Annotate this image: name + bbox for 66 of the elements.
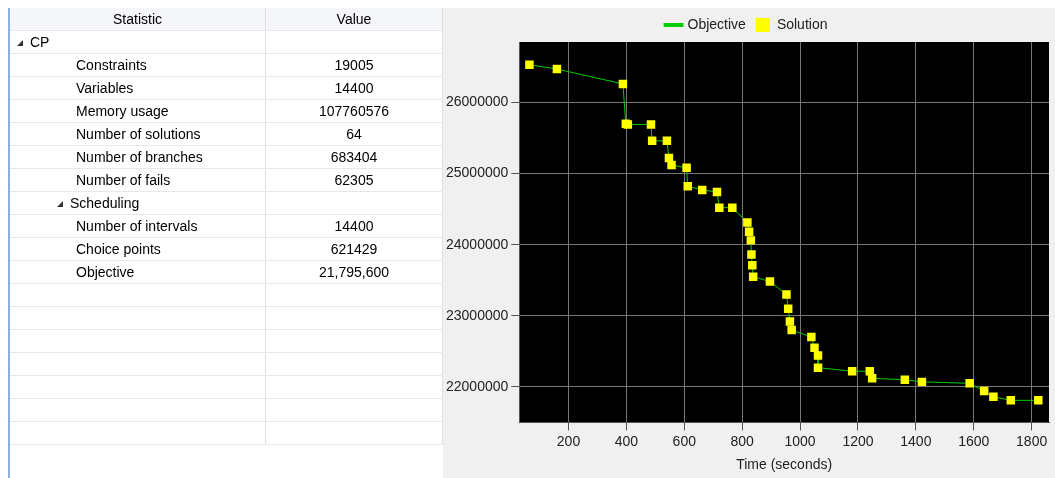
point	[525, 60, 534, 69]
x-tick-label: 1600	[958, 432, 990, 449]
text: 621429	[330, 241, 378, 257]
text: 14400	[334, 218, 374, 234]
category-label: Number of solutions	[76, 126, 201, 142]
text: 107760576	[318, 103, 390, 119]
category-label: Variables	[76, 80, 134, 96]
category-label: Choice points	[76, 241, 161, 257]
point	[1034, 396, 1043, 405]
x-tick-label: 800	[730, 432, 755, 449]
point	[782, 290, 791, 299]
text: 62305	[334, 172, 374, 188]
x-tick-label: 1000	[784, 432, 816, 449]
point	[1006, 396, 1016, 405]
x-tick-label: 1200	[842, 432, 874, 449]
point	[867, 374, 877, 383]
point	[787, 325, 796, 335]
point	[900, 375, 910, 384]
point	[810, 343, 819, 352]
point	[989, 392, 998, 402]
text: 19005	[334, 57, 374, 73]
x-tick-label: 400	[614, 432, 639, 449]
category-label: CP	[30, 34, 50, 50]
point	[748, 272, 758, 281]
x-axis-title: Time (seconds)	[736, 456, 833, 473]
text: Statistic	[10, 8, 266, 31]
point	[667, 160, 676, 170]
point	[765, 277, 775, 286]
category-label: Number of intervals	[76, 218, 198, 234]
point	[683, 182, 692, 191]
point	[748, 261, 757, 270]
y-tick-label: 26000000	[445, 93, 509, 110]
point	[728, 203, 737, 212]
x-tick-label: 1400	[900, 432, 932, 449]
text: 64	[346, 126, 362, 142]
point	[743, 218, 752, 227]
point	[682, 163, 691, 173]
category-label: Scheduling	[70, 195, 140, 211]
category-label: Memory usage	[76, 103, 169, 119]
text: 14400	[334, 80, 374, 96]
legend-label: Solution	[776, 15, 828, 32]
point	[965, 379, 974, 388]
y-tick-label: 23000000	[445, 306, 509, 323]
y-tick-label: 24000000	[445, 235, 509, 252]
legend-label: Objective	[687, 15, 747, 32]
point	[813, 363, 823, 372]
text: 21,795,600	[318, 264, 390, 280]
point	[715, 203, 724, 212]
x-tick-label: 200	[556, 432, 581, 449]
point	[746, 236, 756, 245]
x-tick-label: 1800	[1016, 432, 1048, 449]
point	[813, 351, 823, 360]
point	[807, 332, 816, 342]
category-label: Objective	[76, 264, 135, 280]
y-tick-label: 25000000	[445, 164, 509, 181]
point	[785, 317, 795, 326]
category-label: Number of branches	[76, 149, 203, 165]
point	[747, 250, 756, 259]
text: Value	[265, 8, 443, 31]
category-label: Number of fails	[76, 172, 171, 188]
point	[646, 120, 656, 129]
text: 683404	[330, 149, 378, 165]
point	[783, 304, 793, 313]
category-label: Constraints	[76, 57, 147, 73]
x-tick-label: 600	[672, 432, 697, 449]
y-tick-label: 22000000	[445, 377, 509, 394]
